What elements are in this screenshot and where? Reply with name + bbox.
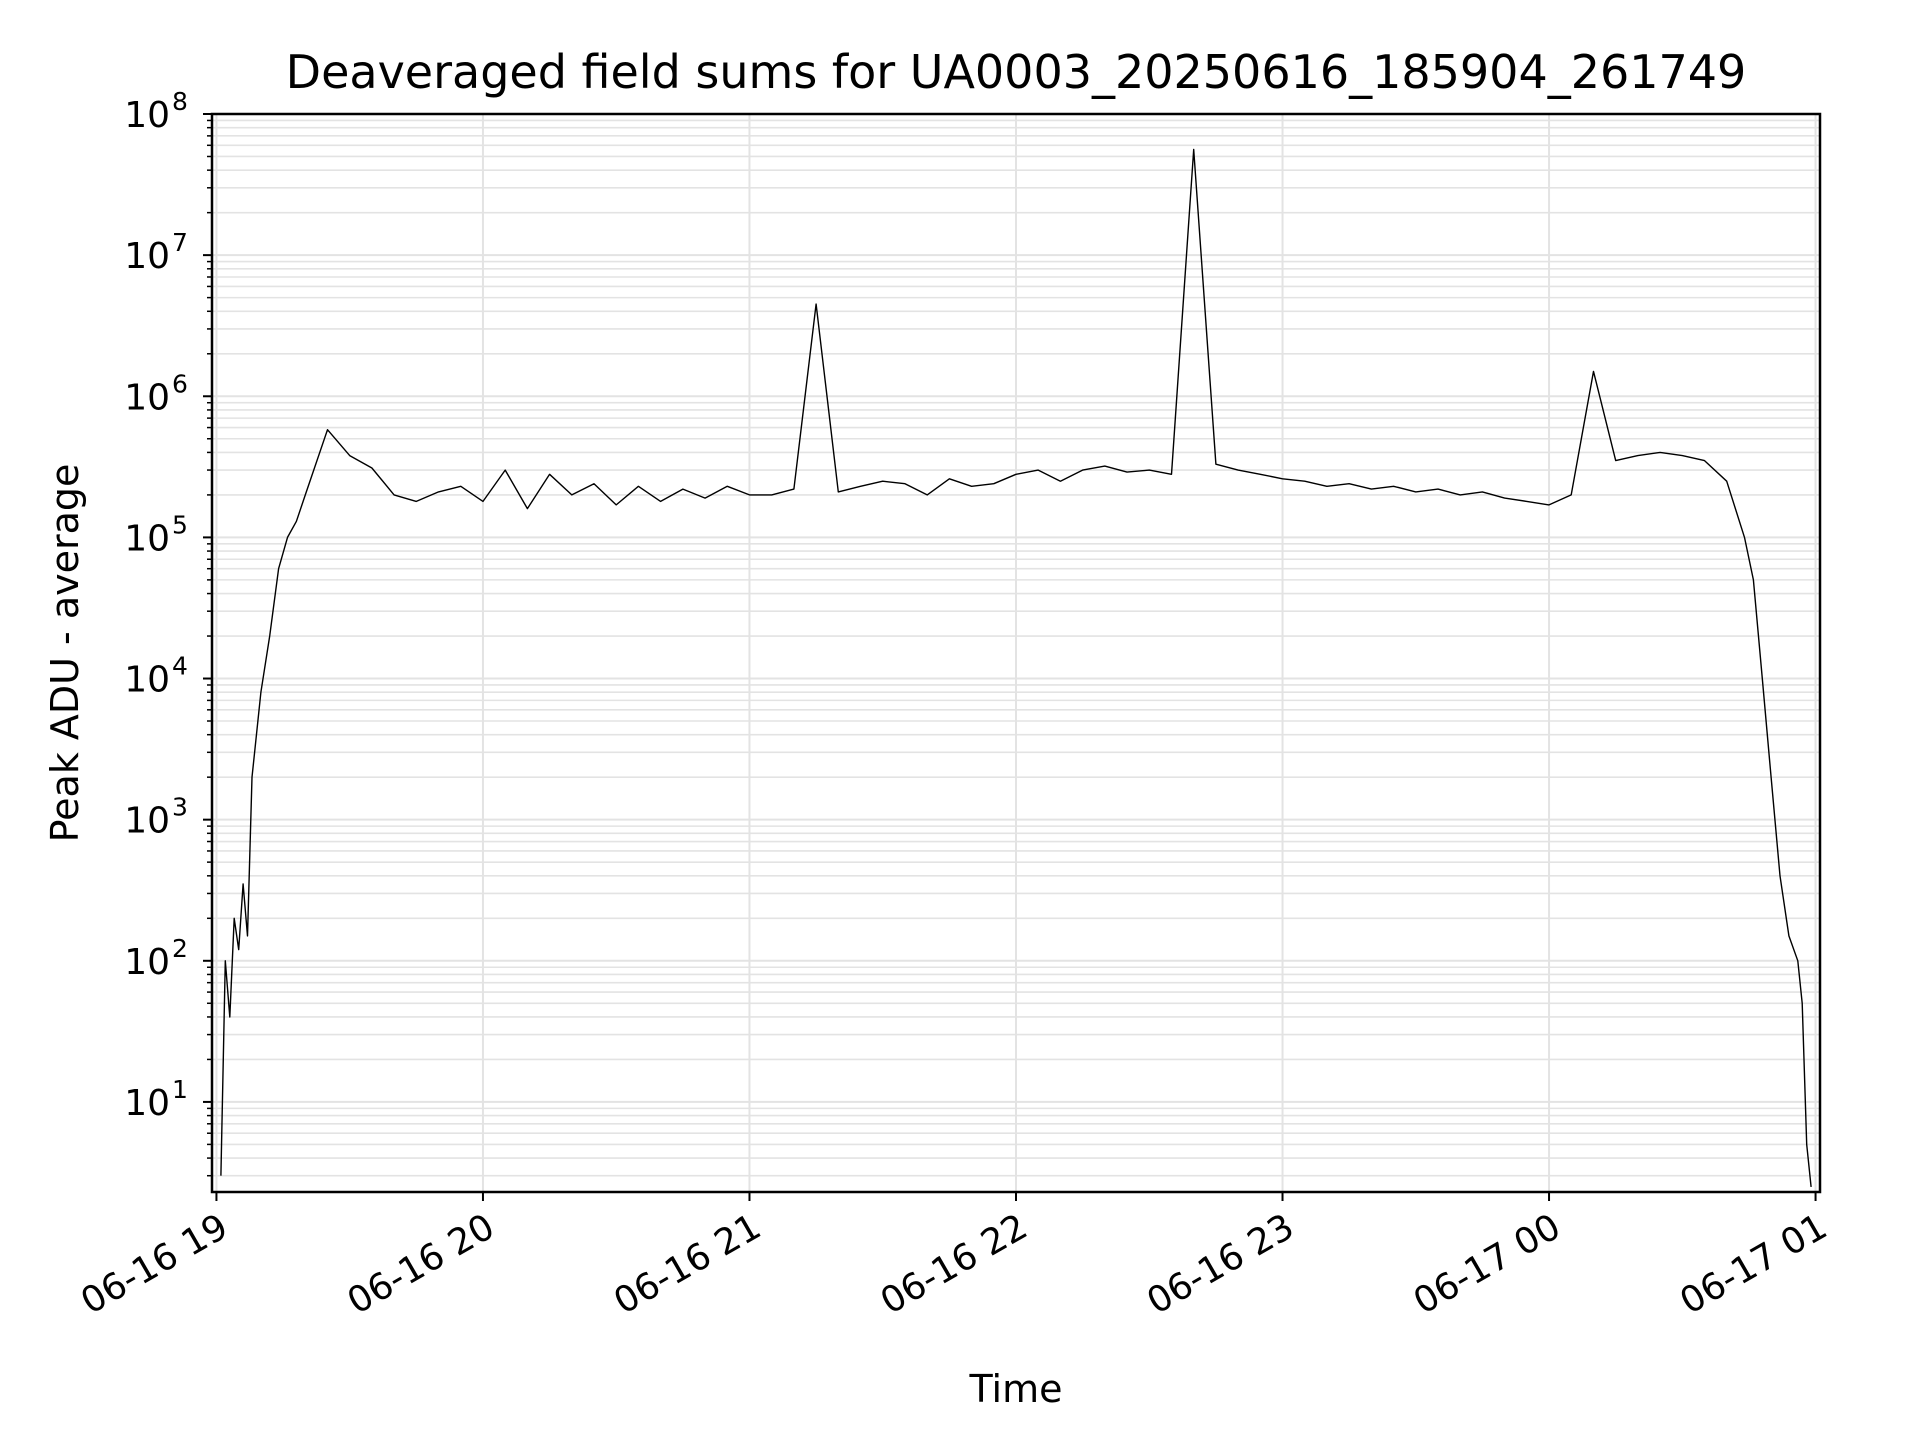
series-layer: [220, 148, 1812, 1187]
y-axis-label: Peak ADU - average: [43, 464, 87, 843]
y-tick-label: 10: [124, 942, 170, 983]
y-tick-label: 10: [124, 95, 170, 136]
grid: [212, 113, 1820, 1192]
y-tick-label: 10: [124, 377, 170, 418]
y-tick-label: 10: [124, 236, 170, 277]
y-tick-exponent: 8: [172, 87, 188, 116]
y-tick-label: 10: [124, 1083, 170, 1124]
y-tick-exponent: 4: [172, 652, 188, 681]
y-tick-exponent: 3: [172, 793, 188, 822]
x-tick-label: 06-16 19: [74, 1206, 235, 1322]
y-tick-label: 10: [124, 518, 170, 559]
y-tick-exponent: 5: [172, 510, 188, 539]
x-tick-label: 06-16 21: [607, 1206, 768, 1322]
y-tick-label: 10: [124, 801, 170, 842]
chart-title: Deaveraged field sums for UA0003_2025061…: [286, 45, 1747, 99]
x-tick-label: 06-16 22: [874, 1206, 1035, 1322]
x-tick-label: 06-17 01: [1673, 1206, 1834, 1322]
x-axis-label: Time: [969, 1367, 1063, 1411]
y-tick-label: 10: [124, 660, 170, 701]
x-tick-label: 06-17 00: [1407, 1206, 1568, 1322]
x-tick-label: 06-16 23: [1140, 1206, 1301, 1322]
x-tick-label: 06-16 20: [341, 1206, 502, 1322]
y-tick-exponent: 6: [172, 369, 188, 398]
x-axis: 06-16 19 06-16 20 06-16 21 06-16 22 06-16 23…: [74, 1192, 1834, 1323]
y-tick-exponent: 7: [172, 228, 188, 257]
series-line: [220, 148, 1812, 1187]
y-tick-exponent: 2: [172, 934, 188, 963]
y-tick-exponent: 1: [172, 1075, 188, 1104]
